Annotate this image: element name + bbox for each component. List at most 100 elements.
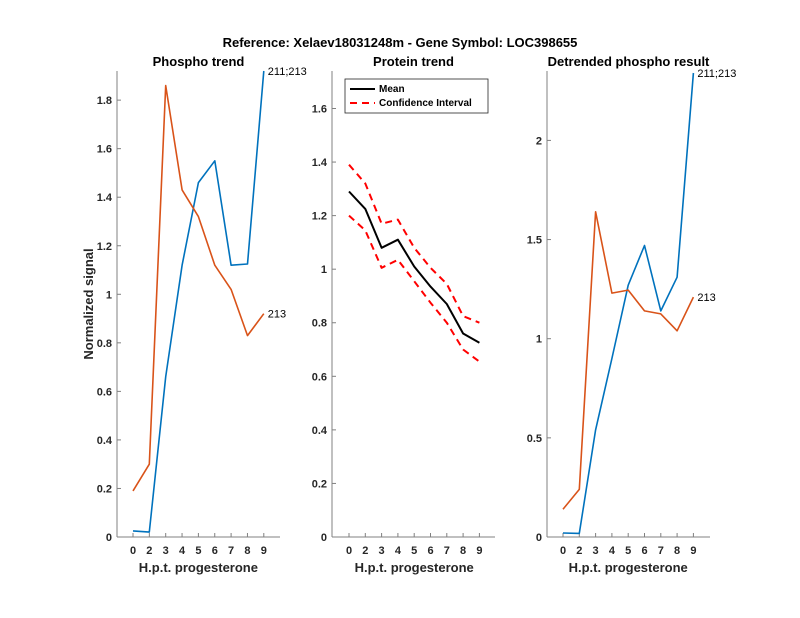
data-point xyxy=(644,310,646,312)
x-tick-label: 0 xyxy=(130,545,136,557)
y-tick-label: 1 xyxy=(536,334,542,346)
x-tick-label: 9 xyxy=(261,545,267,557)
data-point xyxy=(165,376,167,378)
series-line-211-213 xyxy=(132,70,265,533)
data-point xyxy=(692,72,694,74)
data-point xyxy=(446,322,448,324)
data-point xyxy=(181,264,183,266)
x-tick-label: 0 xyxy=(560,545,566,557)
data-point xyxy=(676,330,678,332)
data-point xyxy=(381,223,383,225)
series-line-confidence-interval-upper- xyxy=(348,164,480,324)
data-point xyxy=(214,160,216,162)
data-point xyxy=(214,264,216,266)
data-point xyxy=(462,349,464,351)
data-point xyxy=(397,259,399,261)
data-point xyxy=(660,313,662,315)
data-point xyxy=(413,247,415,249)
data-point xyxy=(562,532,564,534)
panel-title: Protein trend xyxy=(373,54,454,69)
x-tick-label: 6 xyxy=(427,545,433,557)
data-point xyxy=(230,288,232,290)
y-axis-label: Normalized signal xyxy=(81,248,96,359)
series-end-label: 211;213 xyxy=(268,66,307,78)
y-tick-label: 1.4 xyxy=(97,192,113,204)
y-tick-label: 1.2 xyxy=(312,211,327,223)
x-axis-label: H.p.t. progesterone xyxy=(355,560,474,575)
data-point xyxy=(676,276,678,278)
x-tick-label: 3 xyxy=(593,545,599,557)
y-tick-label: 0.8 xyxy=(97,338,112,350)
x-axis-label: H.p.t. progesterone xyxy=(569,560,688,575)
series-line-213 xyxy=(562,211,695,510)
x-tick-label: 7 xyxy=(444,545,450,557)
data-point xyxy=(263,70,265,72)
data-point xyxy=(595,429,597,431)
y-tick-label: 1.5 xyxy=(527,235,542,247)
x-tick-label: 6 xyxy=(212,545,218,557)
data-point xyxy=(478,361,480,363)
panel-title: Phospho trend xyxy=(153,54,245,69)
x-tick-label: 4 xyxy=(179,545,186,557)
legend-label-mean: Mean xyxy=(379,84,405,95)
data-point xyxy=(562,508,564,510)
data-point xyxy=(364,229,366,231)
data-point xyxy=(578,488,580,490)
series-end-label: 211;213 xyxy=(697,68,736,80)
x-tick-label: 8 xyxy=(244,545,250,557)
data-point xyxy=(364,208,366,210)
data-point xyxy=(611,292,613,294)
y-tick-label: 0.4 xyxy=(97,435,113,447)
y-tick-label: 1.8 xyxy=(97,95,112,107)
series-end-label: 213 xyxy=(697,292,715,304)
data-point xyxy=(148,463,150,465)
y-tick-label: 0.8 xyxy=(312,318,327,330)
data-point xyxy=(692,296,694,298)
y-tick-label: 0.2 xyxy=(312,478,327,490)
data-point xyxy=(148,531,150,533)
data-point xyxy=(246,335,248,337)
data-point xyxy=(462,315,464,317)
x-tick-label: 5 xyxy=(411,545,417,557)
y-tick-label: 0.2 xyxy=(97,483,112,495)
data-point xyxy=(364,182,366,184)
series-line-213 xyxy=(132,84,265,492)
x-tick-label: 3 xyxy=(379,545,385,557)
y-tick-label: 0.4 xyxy=(312,425,328,437)
x-tick-label: 9 xyxy=(476,545,482,557)
data-point xyxy=(430,302,432,304)
data-point xyxy=(627,289,629,291)
y-tick-label: 2 xyxy=(536,135,542,147)
legend-label-ci: Confidence Interval xyxy=(379,98,472,109)
data-point xyxy=(478,342,480,344)
y-tick-label: 1 xyxy=(321,264,327,276)
data-point xyxy=(397,239,399,241)
data-point xyxy=(348,164,350,166)
y-tick-label: 0.5 xyxy=(527,433,542,445)
x-tick-label: 5 xyxy=(625,545,631,557)
y-tick-label: 1.6 xyxy=(312,103,327,115)
y-tick-label: 0.6 xyxy=(312,371,327,383)
data-point xyxy=(462,332,464,334)
x-tick-label: 4 xyxy=(609,545,616,557)
data-point xyxy=(381,267,383,269)
x-tick-label: 2 xyxy=(362,545,368,557)
data-point xyxy=(132,490,134,492)
data-point xyxy=(430,267,432,269)
x-tick-label: 5 xyxy=(195,545,201,557)
data-point xyxy=(446,303,448,305)
x-axis-label: H.p.t. progesterone xyxy=(139,560,258,575)
data-point xyxy=(381,247,383,249)
x-tick-label: 9 xyxy=(690,545,696,557)
data-point xyxy=(197,182,199,184)
data-point xyxy=(230,264,232,266)
y-tick-label: 0 xyxy=(321,532,327,544)
x-tick-label: 3 xyxy=(163,545,169,557)
x-tick-label: 4 xyxy=(395,545,402,557)
x-tick-label: 8 xyxy=(460,545,466,557)
x-tick-label: 6 xyxy=(641,545,647,557)
data-point xyxy=(627,284,629,286)
x-tick-label: 2 xyxy=(146,545,152,557)
